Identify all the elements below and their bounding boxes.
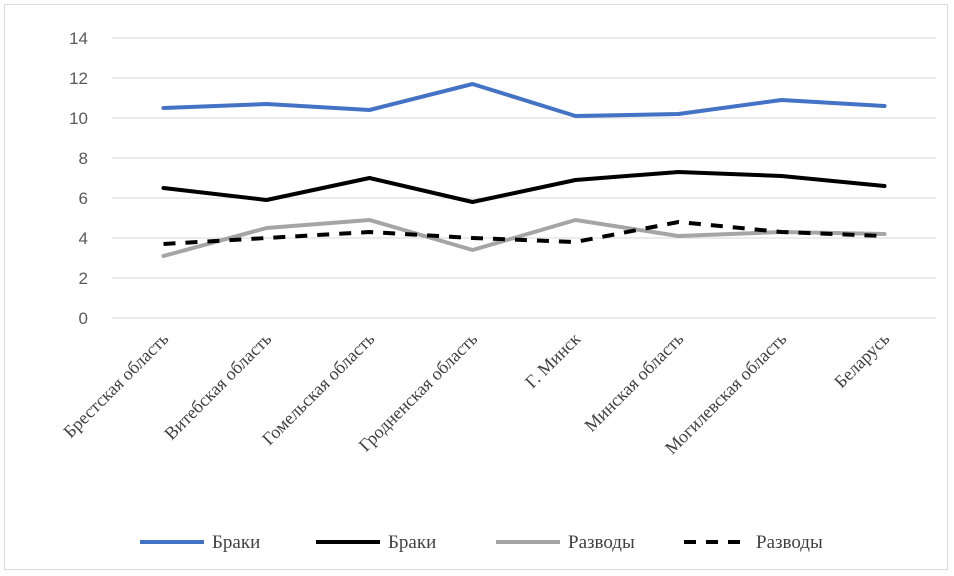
y-tick-label: 12	[69, 69, 88, 88]
chart-frame	[4, 4, 948, 570]
series-line-3	[161, 218, 887, 258]
y-tick-label: 0	[79, 309, 88, 328]
x-tick-label: Гомельская область	[258, 329, 378, 449]
x-tick-label: Беларусь	[830, 329, 893, 392]
series-line-2	[161, 170, 887, 204]
x-tick-label: Минская область	[580, 329, 687, 436]
y-tick-label: 8	[79, 149, 88, 168]
series-line-4	[163, 220, 885, 246]
legend-label: Браки	[212, 532, 260, 553]
x-tick-label: Гродненская область	[355, 329, 482, 456]
x-tick-label: Брестская область	[59, 329, 172, 442]
y-tick-label: 2	[79, 269, 88, 288]
x-tick-label: Г. Минск	[521, 329, 584, 392]
legend-label: Разводы	[756, 532, 823, 553]
x-tick-label: Витебская область	[160, 329, 275, 444]
legend-label: Браки	[388, 532, 436, 553]
series-line-1	[161, 82, 887, 118]
y-tick-label: 14	[69, 29, 88, 48]
y-tick-label: 6	[79, 189, 88, 208]
legend-label: Разводы	[568, 532, 635, 553]
y-tick-label: 10	[69, 109, 88, 128]
y-tick-label: 4	[79, 229, 88, 248]
